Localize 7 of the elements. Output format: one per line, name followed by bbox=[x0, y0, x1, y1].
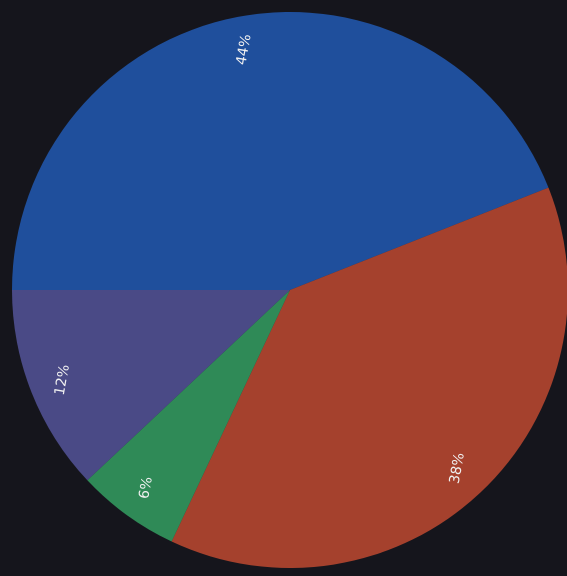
data-label: 6% bbox=[136, 476, 156, 500]
data-label: 38% bbox=[446, 452, 468, 486]
pie-slice bbox=[172, 188, 567, 568]
data-label: 12% bbox=[52, 363, 73, 397]
data-label: 44% bbox=[233, 32, 255, 66]
pie-slice bbox=[87, 290, 290, 542]
pie-slice bbox=[12, 12, 548, 290]
